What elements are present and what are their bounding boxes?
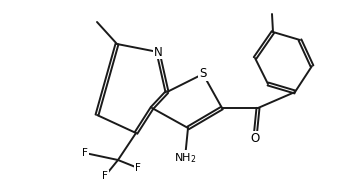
Text: F: F	[135, 163, 141, 173]
Text: S: S	[199, 67, 207, 81]
Text: F: F	[102, 171, 108, 181]
Text: N: N	[154, 46, 162, 59]
Text: F: F	[82, 148, 88, 158]
Text: O: O	[250, 132, 260, 145]
Text: NH$_2$: NH$_2$	[174, 151, 196, 165]
